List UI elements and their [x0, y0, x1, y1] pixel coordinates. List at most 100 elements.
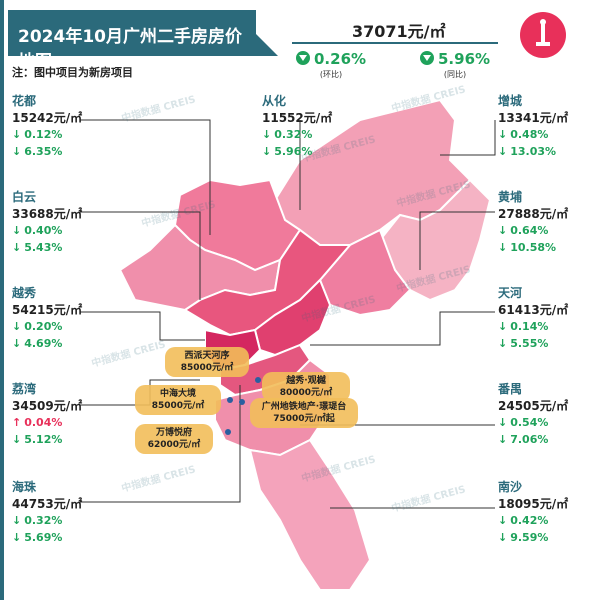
project-price: 85000元/㎡	[180, 363, 234, 373]
district-price: 54215元/㎡	[12, 303, 83, 317]
region-tianhe	[253, 278, 332, 357]
project-price: 75000元/㎡起	[273, 414, 335, 424]
district-yoy-value: 5.43%	[24, 241, 63, 254]
overall-mom: 0.26% (环比)	[296, 50, 366, 80]
project-marker	[225, 429, 231, 435]
down-arrow-icon: ↓	[262, 145, 272, 158]
district-price: 24505元/㎡	[498, 399, 569, 413]
district-mom: ↓ 0.20%	[12, 318, 82, 335]
district-yoy: ↓ 9.59%	[498, 529, 568, 546]
district-mom: ↑ 0.04%	[12, 414, 82, 431]
overall-mom-label: (环比)	[319, 70, 343, 79]
project-label: 万博悦府 62000元/㎡	[135, 424, 213, 454]
leader-zengcheng	[440, 120, 496, 156]
overall-price: 37071元/㎡	[352, 22, 446, 41]
district-name: 南沙	[498, 480, 523, 494]
project-name: 万博悦府	[155, 428, 192, 438]
project-price: 62000元/㎡	[147, 440, 201, 450]
down-arrow-icon: ↓	[498, 320, 508, 333]
overall-yoy: 5.96% (同比)	[420, 50, 490, 80]
down-arrow-icon: ↓	[12, 241, 22, 254]
down-arrow-icon: ↓	[498, 531, 508, 544]
project-label: 中海大境 85000元/㎡	[135, 385, 221, 415]
district-haizhu: 海珠 44753元/㎡ ↓ 0.32% ↓ 5.69%	[12, 478, 82, 546]
district-yoy: ↓ 5.69%	[12, 529, 82, 546]
district-yoy: ↓ 5.12%	[12, 431, 82, 448]
logo-icon	[520, 12, 566, 58]
district-yoy-value: 5.55%	[510, 337, 549, 350]
district-name: 黄埔	[498, 190, 523, 204]
district-yoy: ↓ 5.43%	[12, 239, 82, 256]
down-arrow-icon: ↓	[498, 241, 508, 254]
district-yoy-value: 9.59%	[510, 531, 549, 544]
map-title: 2024年10月广州二手房房价地图	[8, 10, 278, 72]
project-label: 越秀·观樾 80000元/㎡	[262, 372, 350, 402]
district-huangpu: 黄埔 27888元/㎡ ↓ 0.64% ↓ 10.58%	[498, 188, 568, 256]
district-price: 11552元/㎡	[262, 111, 333, 125]
region-nansha	[248, 438, 372, 591]
down-arrow-icon: ↓	[498, 514, 508, 527]
district-mom: ↓ 0.12%	[12, 126, 82, 143]
district-mom-value: 0.40%	[24, 224, 63, 237]
district-yoy-value: 4.69%	[24, 337, 63, 350]
down-arrow-icon: ↓	[498, 145, 508, 158]
project-name: 中海大境	[159, 389, 196, 399]
district-mom-value: 0.32%	[24, 514, 63, 527]
down-arrow-icon: ↓	[498, 224, 508, 237]
down-arrow-icon: ↓	[498, 337, 508, 350]
leader-huangpu	[419, 211, 495, 270]
district-price: 15242元/㎡	[12, 111, 83, 125]
district-yoy-value: 10.58%	[510, 241, 557, 254]
overall-yoy-label: (同比)	[443, 70, 467, 79]
down-arrow-icon: ↓	[262, 128, 272, 141]
project-marker	[255, 377, 261, 383]
district-price: 13341元/㎡	[498, 111, 569, 125]
district-mom: ↓ 0.42%	[498, 512, 568, 529]
down-arrow-icon: ↓	[498, 433, 508, 446]
project-name: 西派天河序	[184, 351, 230, 361]
district-panyu: 番禺 24505元/㎡ ↓ 0.54% ↓ 7.06%	[498, 380, 568, 448]
district-yoy-value: 5.96%	[274, 145, 313, 158]
leader-haizhu	[80, 385, 241, 503]
district-mom-value: 0.48%	[510, 128, 549, 141]
district-name: 荔湾	[12, 382, 37, 396]
down-arrow-icon: ↓	[12, 320, 22, 333]
district-yoy-value: 5.12%	[24, 433, 63, 446]
overall-mom-value: 0.26%	[314, 50, 367, 68]
down-arrow-icon: ↓	[12, 337, 22, 350]
down-arrow-icon: ↓	[498, 416, 508, 429]
project-price: 80000元/㎡	[279, 388, 333, 398]
district-name: 白云	[12, 190, 37, 204]
down-arrow-icon: ↓	[498, 128, 508, 141]
project-label: 西派天河序 85000元/㎡	[165, 347, 249, 377]
district-price: 44753元/㎡	[12, 497, 83, 511]
up-arrow-icon: ↑	[12, 416, 22, 429]
district-yoy-value: 13.03%	[510, 145, 557, 158]
district-name: 海珠	[12, 480, 37, 494]
district-mom: ↓ 0.40%	[12, 222, 82, 239]
district-yoy: ↓ 10.58%	[498, 239, 568, 256]
district-price: 33688元/㎡	[12, 207, 83, 221]
district-mom-value: 0.14%	[510, 320, 549, 333]
district-yoy: ↓ 13.03%	[498, 143, 568, 160]
down-arrow-icon: ↓	[12, 433, 22, 446]
district-yoy: ↓ 6.35%	[12, 143, 82, 160]
district-mom: ↓ 0.32%	[12, 512, 82, 529]
logo-graphic	[536, 19, 550, 46]
district-yoy: ↓ 5.55%	[498, 335, 568, 352]
district-conghua: 从化 11552元/㎡ ↓ 0.32% ↓ 5.96%	[262, 92, 332, 160]
district-zengcheng: 增城 13341元/㎡ ↓ 0.48% ↓ 13.03%	[498, 92, 568, 160]
district-liwan: 荔湾 34509元/㎡ ↑ 0.04% ↓ 5.12%	[12, 380, 82, 448]
district-tianhe: 天河 61413元/㎡ ↓ 0.14% ↓ 5.55%	[498, 284, 568, 352]
project-marker	[227, 397, 233, 403]
down-arrow-icon: ↓	[12, 145, 22, 158]
down-arrow-icon	[420, 51, 434, 65]
leader-baiyun	[80, 211, 201, 300]
overall-yoy-value: 5.96%	[438, 50, 491, 68]
district-mom: ↓ 0.14%	[498, 318, 568, 335]
district-yoy-value: 6.35%	[24, 145, 63, 158]
district-mom-value: 0.32%	[274, 128, 313, 141]
leader-yuexiu	[80, 311, 205, 341]
district-price: 18095元/㎡	[498, 497, 569, 511]
